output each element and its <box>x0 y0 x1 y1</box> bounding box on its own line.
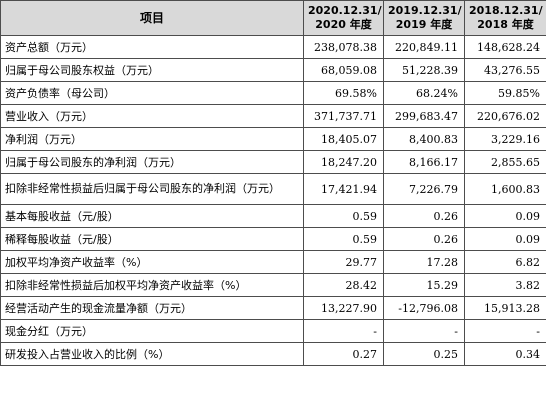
cell-2020: 18,405.07 <box>303 127 384 151</box>
table-row: 现金分红（万元） - - - <box>0 319 546 343</box>
cell-2019: -12,796.08 <box>383 296 465 320</box>
cell-2020: 0.59 <box>303 227 384 251</box>
cell-2018: 2,855.65 <box>464 150 546 174</box>
table-row: 归属于母公司股东权益（万元） 68,059.08 51,228.39 43,27… <box>0 58 546 82</box>
row-label: 基本每股收益（元/股） <box>0 204 304 228</box>
row-label: 归属于母公司股东权益（万元） <box>0 58 304 82</box>
cell-2020: 18,247.20 <box>303 150 384 174</box>
header-2020: 2020.12.31/ 2020 年度 <box>303 0 384 36</box>
cell-2018: 148,628.24 <box>464 35 546 59</box>
table-row: 归属于母公司股东的净利润（万元） 18,247.20 8,166.17 2,85… <box>0 150 546 174</box>
row-label: 扣除非经常性损益后加权平均净资产收益率（%） <box>0 273 304 297</box>
table-row: 扣除非经常性损益后归属于母公司股东的净利润（万元） 17,421.94 7,22… <box>0 173 546 205</box>
cell-2018: 3,229.16 <box>464 127 546 151</box>
header-2019-year: 2019 年度 <box>395 18 453 31</box>
row-label: 归属于母公司股东的净利润（万元） <box>0 150 304 174</box>
cell-2018: 1,600.83 <box>464 173 546 205</box>
row-label: 经营活动产生的现金流量净额（万元） <box>0 296 304 320</box>
financial-data-table: 项目 2020.12.31/ 2020 年度 2019.12.31/ 2019 … <box>0 0 546 366</box>
table-row: 经营活动产生的现金流量净额（万元） 13,227.90 -12,796.08 1… <box>0 296 546 320</box>
table-header-row: 项目 2020.12.31/ 2020 年度 2019.12.31/ 2019 … <box>0 0 546 36</box>
cell-2018: 6.82 <box>464 250 546 274</box>
row-label: 资产负债率（母公司） <box>0 81 304 105</box>
table-row: 稀释每股收益（元/股） 0.59 0.26 0.09 <box>0 227 546 251</box>
cell-2019: 51,228.39 <box>383 58 465 82</box>
cell-2018: 3.82 <box>464 273 546 297</box>
header-2020-date: 2020.12.31/ <box>308 4 382 17</box>
row-label: 加权平均净资产收益率（%） <box>0 250 304 274</box>
cell-2019: 0.26 <box>383 204 465 228</box>
row-label: 现金分红（万元） <box>0 319 304 343</box>
header-2019-date: 2019.12.31/ <box>388 4 462 17</box>
cell-2018: 0.09 <box>464 227 546 251</box>
cell-2018: 0.34 <box>464 342 546 366</box>
cell-2019: 15.29 <box>383 273 465 297</box>
cell-2020: 29.77 <box>303 250 384 274</box>
cell-2019: 8,166.17 <box>383 150 465 174</box>
header-2018-date: 2018.12.31/ <box>469 4 543 17</box>
cell-2018: 220,676.02 <box>464 104 546 128</box>
cell-2018: 59.85% <box>464 81 546 105</box>
row-label: 营业收入（万元） <box>0 104 304 128</box>
row-label: 资产总额（万元） <box>0 35 304 59</box>
table-row: 资产总额（万元） 238,078.38 220,849.11 148,628.2… <box>0 35 546 59</box>
cell-2020: 371,737.71 <box>303 104 384 128</box>
table-row: 净利润（万元） 18,405.07 8,400.83 3,229.16 <box>0 127 546 151</box>
cell-2020: 17,421.94 <box>303 173 384 205</box>
header-2018-year: 2018 年度 <box>477 18 534 31</box>
cell-2020: 28.42 <box>303 273 384 297</box>
cell-2019: 0.26 <box>383 227 465 251</box>
cell-2019: 68.24% <box>383 81 465 105</box>
cell-2018: 43,276.55 <box>464 58 546 82</box>
cell-2018: 15,913.28 <box>464 296 546 320</box>
cell-2020: 0.27 <box>303 342 384 366</box>
cell-2019: 0.25 <box>383 342 465 366</box>
cell-2019: - <box>383 319 465 343</box>
header-2019: 2019.12.31/ 2019 年度 <box>383 0 465 36</box>
header-2020-year: 2020 年度 <box>315 18 372 31</box>
cell-2020: 69.58% <box>303 81 384 105</box>
row-label: 研发投入占营业收入的比例（%） <box>0 342 304 366</box>
header-item: 项目 <box>0 0 304 36</box>
cell-2020: - <box>303 319 384 343</box>
cell-2020: 238,078.38 <box>303 35 384 59</box>
table-row: 加权平均净资产收益率（%） 29.77 17.28 6.82 <box>0 250 546 274</box>
cell-2019: 8,400.83 <box>383 127 465 151</box>
cell-2019: 17.28 <box>383 250 465 274</box>
table-row: 营业收入（万元） 371,737.71 299,683.47 220,676.0… <box>0 104 546 128</box>
table-row: 扣除非经常性损益后加权平均净资产收益率（%） 28.42 15.29 3.82 <box>0 273 546 297</box>
cell-2019: 7,226.79 <box>383 173 465 205</box>
cell-2020: 13,227.90 <box>303 296 384 320</box>
header-2018: 2018.12.31/ 2018 年度 <box>464 0 546 36</box>
cell-2019: 220,849.11 <box>383 35 465 59</box>
cell-2018: 0.09 <box>464 204 546 228</box>
cell-2020: 0.59 <box>303 204 384 228</box>
cell-2018: - <box>464 319 546 343</box>
table-row: 资产负债率（母公司） 69.58% 68.24% 59.85% <box>0 81 546 105</box>
row-label: 稀释每股收益（元/股） <box>0 227 304 251</box>
row-label: 扣除非经常性损益后归属于母公司股东的净利润（万元） <box>0 173 304 205</box>
cell-2019: 299,683.47 <box>383 104 465 128</box>
row-label: 净利润（万元） <box>0 127 304 151</box>
cell-2020: 68,059.08 <box>303 58 384 82</box>
table-row: 研发投入占营业收入的比例（%） 0.27 0.25 0.34 <box>0 342 546 366</box>
table-row: 基本每股收益（元/股） 0.59 0.26 0.09 <box>0 204 546 228</box>
